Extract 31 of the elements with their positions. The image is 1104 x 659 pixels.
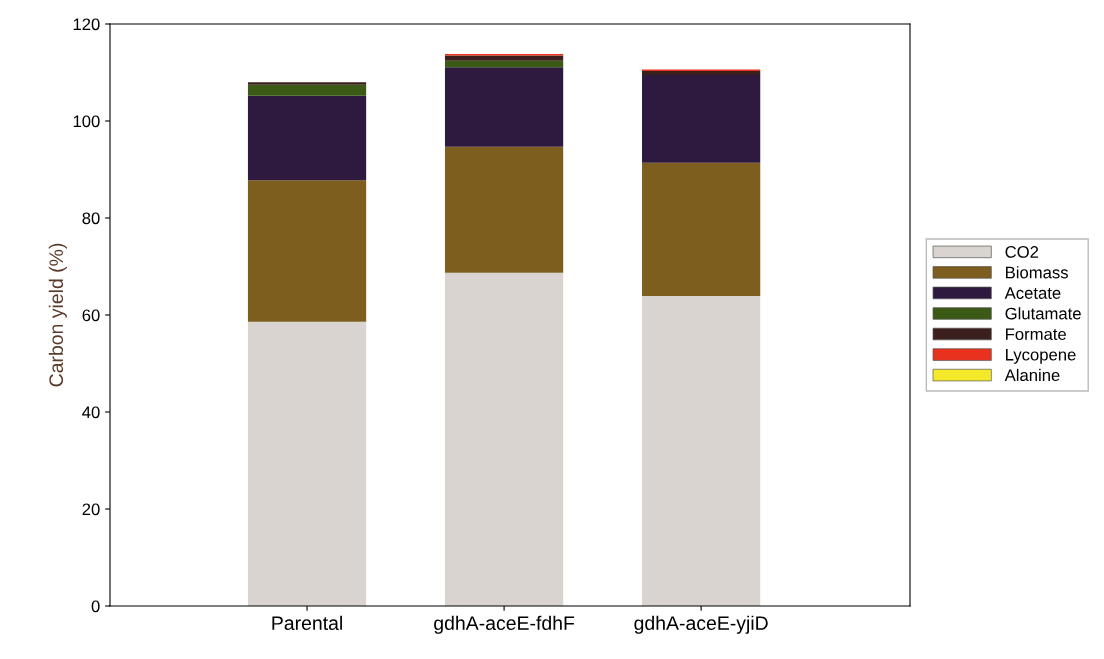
bar [642, 74, 761, 163]
bar [444, 60, 564, 68]
legend-label: CO2 [1005, 246, 1039, 258]
bar [247, 84, 367, 96]
y-tick-label: 80 [82, 212, 100, 225]
bar [247, 82, 367, 85]
legend-label: Formate [1006, 328, 1066, 341]
x-tick-label: Parental [272, 615, 342, 630]
bar [247, 180, 367, 322]
bar [247, 321, 367, 606]
y-tick-label: 60 [82, 309, 100, 322]
bar [444, 55, 564, 61]
legend-label: Lycopene [1006, 348, 1076, 364]
bar [444, 146, 564, 273]
y-tick-label: 120 [73, 18, 100, 31]
x-tick-label: gdhA-aceE-yjiD [634, 615, 768, 634]
legend-label: Glutamate [1005, 307, 1081, 320]
y-tick-label: 20 [82, 503, 100, 516]
legend-label: Acetate [1004, 287, 1061, 299]
bar [247, 95, 367, 181]
legend-label: Biomass [1006, 266, 1068, 279]
legend-label: Alanine [1004, 368, 1060, 382]
bar [642, 296, 761, 606]
y-tick-label: 0 [91, 600, 100, 613]
bar [444, 67, 564, 147]
y-tick-label: 100 [73, 115, 100, 128]
y-tick-label: 40 [82, 406, 100, 419]
y-axis-title: Carbon yield (%) [48, 243, 67, 387]
bar [642, 162, 761, 297]
bar [444, 272, 564, 606]
x-tick-label: gdhA-aceE-fdhF [434, 615, 575, 634]
